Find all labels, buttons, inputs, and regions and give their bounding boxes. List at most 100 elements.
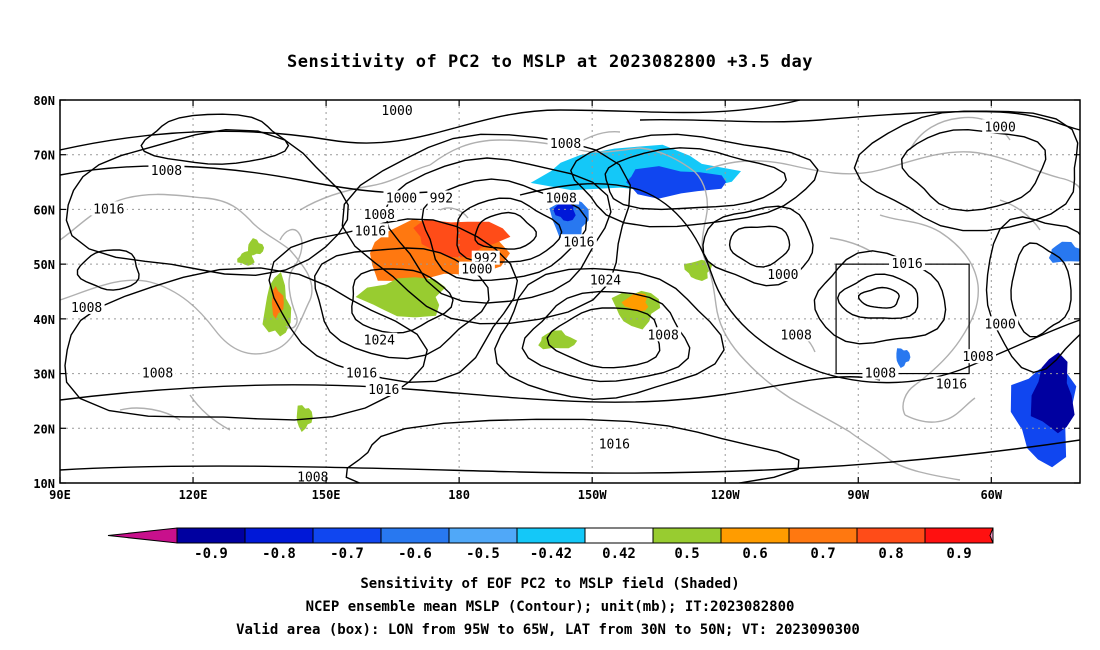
shaded-region — [626, 166, 727, 199]
isobar — [570, 133, 819, 228]
isobar — [728, 225, 791, 268]
colorbar-swatch — [516, 527, 586, 544]
colorbar-swatch — [176, 527, 246, 544]
caption-line-3: Valid area (box): LON from 95W to 65W, L… — [236, 622, 860, 638]
contour-label-bg — [889, 256, 926, 271]
colorbar: -0.9 -0.8 -0.7 -0.6 -0.5 -0.42 0.42 0.5 0.6 0.7 0.… — [107, 527, 994, 562]
colorbar-swatch — [448, 527, 518, 544]
contour-label-bg — [352, 223, 389, 238]
lat-tick-label: 80N — [33, 94, 55, 108]
coastline — [904, 397, 976, 423]
colorbar-label: 0.7 — [810, 546, 835, 562]
isobar — [985, 216, 1080, 374]
colorbar-low-triangle — [107, 527, 178, 544]
contour-label: 1016 — [368, 383, 399, 398]
shaded-region — [1030, 352, 1075, 434]
contour-label: 1000 — [461, 263, 492, 278]
colorbar-label: -0.9 — [194, 546, 228, 562]
lat-tick-label: 30N — [33, 368, 55, 382]
contour-label: 1000 — [985, 120, 1016, 135]
isobar — [858, 286, 900, 309]
contour-label-bg — [862, 365, 899, 380]
contour-label: 1008 — [550, 137, 581, 152]
contour-label: 1008 — [647, 328, 678, 343]
contour-label: 1016 — [563, 235, 594, 250]
contour-label-bg — [294, 469, 331, 483]
isobar — [521, 290, 691, 383]
colorbar-swatch — [652, 527, 722, 544]
colorbar-label: 0.9 — [946, 546, 971, 562]
contour-label: 1008 — [364, 208, 395, 223]
coastline — [429, 139, 641, 166]
shaded-region — [1048, 241, 1080, 263]
contour-label-bg — [361, 206, 398, 221]
contour-label-bg — [383, 190, 420, 205]
contour-label-bg — [596, 436, 633, 451]
shaded-region — [621, 293, 649, 312]
contour-label-bg — [764, 267, 801, 282]
colorbar-swatch — [924, 527, 994, 544]
isobar — [60, 439, 1080, 474]
isobar — [60, 376, 881, 403]
contour-label: 1008 — [142, 367, 173, 382]
lat-tick-label: 40N — [33, 313, 55, 327]
lat-tick-label: 10N — [33, 477, 55, 491]
colorbar-label: -0.8 — [262, 546, 296, 562]
isobar — [900, 128, 1047, 212]
lon-tick-label: 150E — [312, 488, 341, 502]
contour-label-bg — [778, 327, 815, 342]
colorbar-label: -0.7 — [330, 546, 364, 562]
colorbar-label: -0.5 — [466, 546, 500, 562]
contour-label-bg — [547, 135, 584, 150]
colorbar-label: -0.42 — [530, 546, 572, 562]
contour-label-bg — [645, 327, 682, 342]
isobar — [456, 197, 563, 264]
map-panel: 1000 1000 1008 1008 1016 1000 992 1008 1016 1008 1… — [60, 100, 1080, 486]
contour-label-bg — [90, 201, 127, 216]
contour-label-bg — [343, 365, 380, 380]
contour-label: 1008 — [781, 328, 812, 343]
isobar — [64, 267, 428, 421]
colorbar-swatch — [584, 527, 654, 544]
contour-label-bg — [365, 381, 402, 396]
coastline — [639, 147, 961, 481]
contour-label-bg — [587, 272, 624, 287]
lon-tick-label: 90W — [847, 488, 869, 502]
contour-label: 1008 — [297, 471, 328, 486]
lat-tick-label: 50N — [33, 258, 55, 272]
shaded-region — [248, 238, 265, 256]
isobar — [546, 307, 661, 369]
isobar — [639, 110, 1080, 131]
isobar — [60, 100, 801, 151]
colorbar-label: 0.42 — [602, 546, 636, 562]
colorbar-swatch — [380, 527, 450, 544]
contour-label-bg — [933, 376, 970, 391]
shaded-region — [413, 219, 511, 258]
contour-label: 1016 — [599, 438, 630, 453]
isobar — [76, 249, 140, 291]
colorbar-swatch — [788, 527, 858, 544]
contour-label-bg — [471, 250, 500, 265]
contour-label: 1000 — [386, 191, 417, 206]
contour-label-bg — [982, 316, 1019, 331]
colorbar-label: 0.6 — [742, 546, 767, 562]
caption-line-2: NCEP ensemble mean MSLP (Contour); unit(… — [306, 599, 795, 615]
isobar — [474, 211, 537, 250]
map-frame — [59, 99, 1081, 484]
contour-label-bg — [982, 119, 1019, 134]
contour-label-bg — [139, 365, 176, 380]
colorbar-swatch — [720, 527, 790, 544]
contour-label-bg — [361, 332, 398, 347]
contour-label: 992 — [430, 191, 453, 206]
isobar — [853, 110, 1079, 232]
contour-label: 1024 — [590, 274, 621, 289]
lon-tick-label: 120E — [179, 488, 208, 502]
map-title: Sensitivity of PC2 to MSLP at 2023082800… — [287, 52, 813, 72]
isobar — [494, 267, 725, 401]
coastline — [279, 228, 303, 329]
contour-label-bg — [379, 102, 416, 117]
colorbar-swatch — [244, 527, 314, 544]
isobar — [383, 157, 612, 304]
coastline — [299, 164, 431, 211]
colorbar-swatch — [312, 527, 382, 544]
